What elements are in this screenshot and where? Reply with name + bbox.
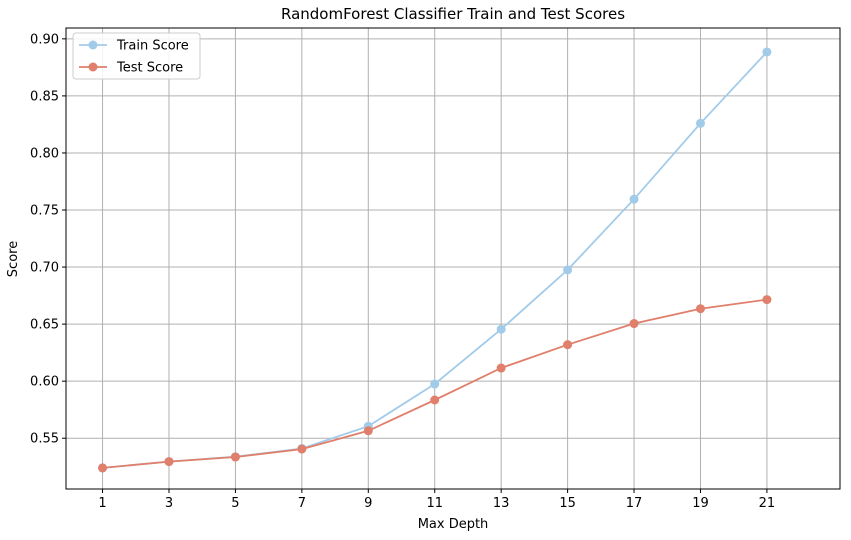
- train-score-legend-marker: [88, 40, 98, 50]
- x-tick-label: 5: [231, 496, 239, 511]
- x-tick-label: 21: [759, 496, 776, 511]
- y-tick-label: 0.60: [30, 375, 59, 390]
- test-score-legend-marker: [88, 62, 98, 72]
- test-score-point: [164, 457, 174, 467]
- x-tick-label: 1: [98, 496, 106, 511]
- y-axis: 0.55 0.60 0.65 0.70 0.75 0.80 0.85 0.90: [30, 32, 66, 447]
- test-score-point: [230, 452, 240, 462]
- x-tick-label: 15: [559, 496, 576, 511]
- y-tick-label: 0.55: [30, 432, 59, 447]
- train-score-point: [563, 265, 573, 275]
- x-tick-label: 3: [165, 496, 173, 511]
- test-score-point: [563, 340, 573, 350]
- train-score-point: [496, 324, 506, 334]
- train-score-point: [629, 194, 639, 204]
- x-tick-label: 11: [426, 496, 443, 511]
- y-tick-label: 0.85: [30, 89, 59, 104]
- grid-lines: [66, 28, 840, 489]
- x-tick-label: 17: [626, 496, 643, 511]
- test-score-point: [695, 304, 705, 314]
- test-score-point: [363, 426, 373, 436]
- train-score-legend-label: Train Score: [116, 39, 189, 54]
- train-score-point: [695, 118, 705, 128]
- test-score-point: [496, 363, 506, 373]
- x-tick-label: 9: [364, 496, 372, 511]
- y-tick-label: 0.70: [30, 261, 59, 276]
- y-tick-label: 0.75: [30, 204, 59, 219]
- test-score-point: [629, 319, 639, 329]
- x-axis: 1 3 5 7 9 11 13 15 17 19 21: [98, 489, 775, 511]
- x-tick-label: 7: [298, 496, 306, 511]
- y-tick-label: 0.65: [30, 318, 59, 333]
- test-score-point: [297, 444, 307, 454]
- legend: Train Score Test Score: [72, 32, 201, 80]
- x-axis-label: Max Depth: [418, 517, 489, 532]
- series-group: [98, 47, 772, 473]
- y-tick-label: 0.80: [30, 146, 59, 161]
- test-score-point: [762, 295, 772, 305]
- test-score-legend-label: Test Score: [116, 61, 183, 76]
- test-score-point: [98, 463, 108, 473]
- chart-title: RandomForest Classifier Train and Test S…: [281, 5, 625, 23]
- test-score-point: [430, 395, 440, 405]
- y-axis-label: Score: [6, 241, 21, 277]
- y-tick-label: 0.90: [30, 32, 59, 47]
- train-score-point: [430, 379, 440, 389]
- plot-area: [65, 27, 841, 490]
- x-tick-label: 19: [692, 496, 709, 511]
- x-tick-label: 13: [493, 496, 510, 511]
- train-score-point: [762, 47, 772, 57]
